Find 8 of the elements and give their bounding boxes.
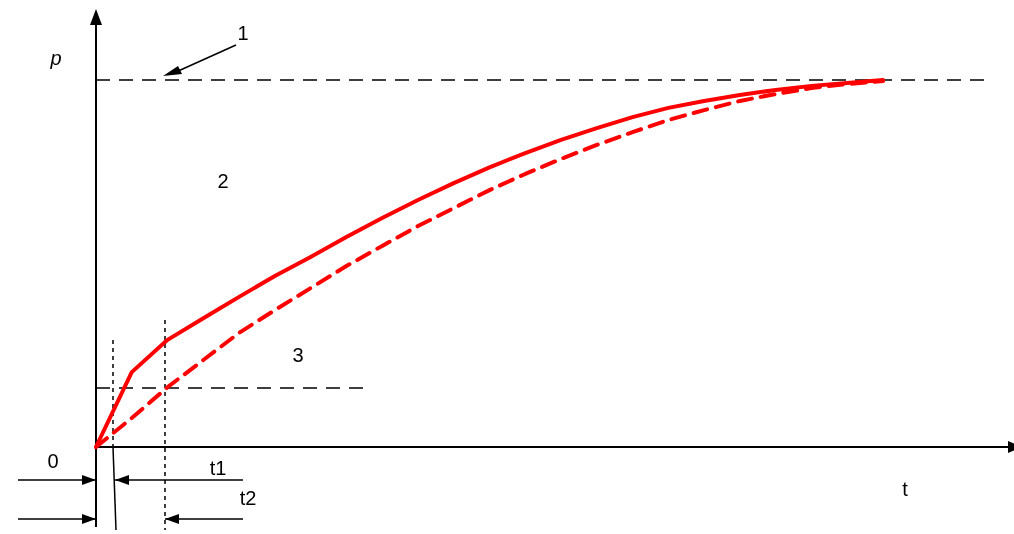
text: t2 <box>239 487 257 509</box>
y-axis-title: p <box>49 47 62 69</box>
annotation: 3 <box>292 344 304 366</box>
text: 0 <box>47 450 59 472</box>
annotation: 2 <box>217 170 229 192</box>
x-axis-title: t <box>902 478 909 500</box>
text: t1 <box>209 457 227 479</box>
ref-line-label: 1 <box>237 22 249 44</box>
